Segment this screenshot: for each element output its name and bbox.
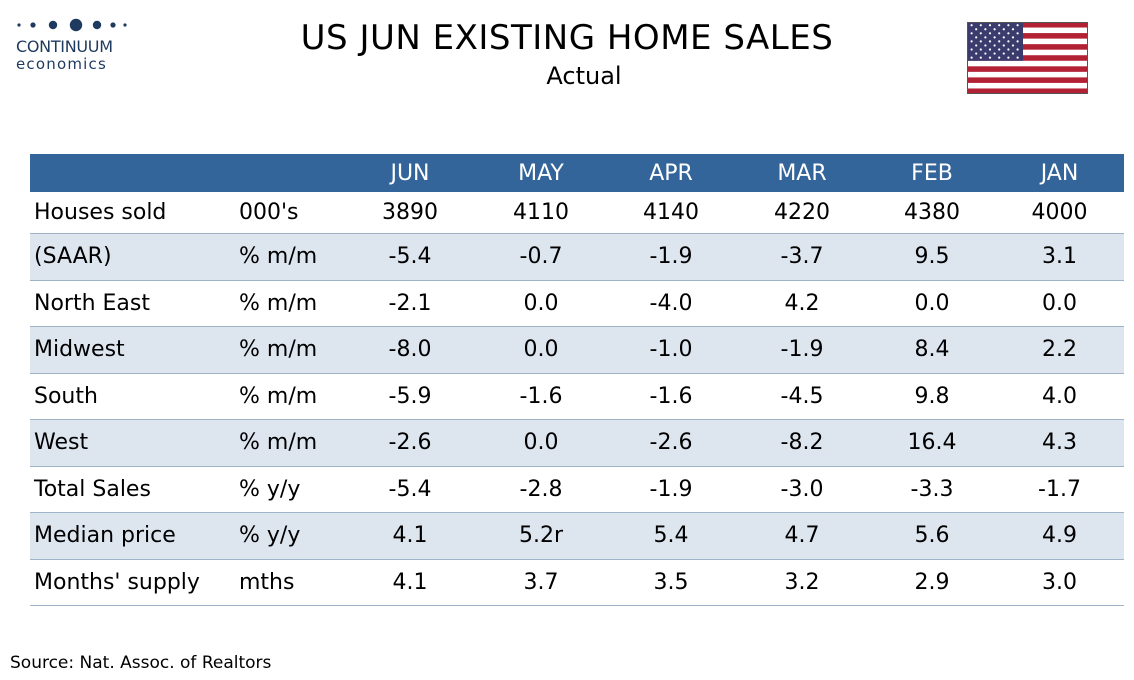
cell-value: -1.9 bbox=[735, 326, 869, 374]
row-label: Months' supply bbox=[30, 559, 235, 606]
cell-value: 9.8 bbox=[869, 373, 995, 420]
cell-value: -2.8 bbox=[475, 466, 607, 513]
cell-value: 2.2 bbox=[995, 326, 1124, 374]
us-flag-icon bbox=[967, 22, 1088, 94]
cell-value: 4220 bbox=[735, 192, 869, 234]
cell-value: 9.5 bbox=[869, 233, 995, 281]
row-label: South bbox=[30, 373, 235, 420]
cell-value: 3.2 bbox=[735, 559, 869, 606]
table-row: Months' supply mths 4.1 3.7 3.5 3.2 2.9 … bbox=[30, 559, 1124, 606]
row-unit: % y/y bbox=[235, 512, 345, 560]
row-unit: % m/m bbox=[235, 419, 345, 467]
cell-value: -3.3 bbox=[869, 466, 995, 513]
cell-value: -0.7 bbox=[475, 233, 607, 281]
cell-value: -3.0 bbox=[735, 466, 869, 513]
cell-value: 2.9 bbox=[869, 559, 995, 606]
table-row: Total Sales % y/y -5.4 -2.8 -1.9 -3.0 -3… bbox=[30, 466, 1124, 513]
cell-value: -4.0 bbox=[607, 280, 735, 327]
cell-value: 4.2 bbox=[735, 280, 869, 327]
column-header-jan: JAN bbox=[995, 154, 1124, 192]
cell-value: -4.5 bbox=[735, 373, 869, 420]
cell-value: -2.6 bbox=[607, 419, 735, 467]
table-row: North East % m/m -2.1 0.0 -4.0 4.2 0.0 0… bbox=[30, 280, 1124, 327]
cell-value: 0.0 bbox=[475, 419, 607, 467]
cell-value: -5.4 bbox=[345, 233, 475, 281]
column-header-unit bbox=[235, 154, 345, 192]
table-row: Houses sold 000's 3890 4110 4140 4220 43… bbox=[30, 192, 1124, 234]
cell-value: 3.7 bbox=[475, 559, 607, 606]
row-unit: 000's bbox=[235, 192, 345, 234]
cell-value: -1.0 bbox=[607, 326, 735, 374]
cell-value: 4380 bbox=[869, 192, 995, 234]
source-note: Source: Nat. Assoc. of Realtors bbox=[10, 653, 272, 673]
cell-value: 4.0 bbox=[995, 373, 1124, 420]
column-header-jun: JUN bbox=[345, 154, 475, 192]
row-label: Houses sold bbox=[30, 192, 235, 234]
cell-value: 4.1 bbox=[345, 512, 475, 560]
row-label: (SAAR) bbox=[30, 233, 235, 281]
cell-value: 0.0 bbox=[475, 326, 607, 374]
cell-value: 5.4 bbox=[607, 512, 735, 560]
row-label: Total Sales bbox=[30, 466, 235, 513]
page-subtitle: Actual bbox=[546, 62, 622, 90]
cell-value: 3.0 bbox=[995, 559, 1124, 606]
table-row: West % m/m -2.6 0.0 -2.6 -8.2 16.4 4.3 bbox=[30, 419, 1124, 467]
cell-value: 3.1 bbox=[995, 233, 1124, 281]
cell-value: -1.6 bbox=[607, 373, 735, 420]
cell-value: -5.4 bbox=[345, 466, 475, 513]
cell-value: 5.6 bbox=[869, 512, 995, 560]
column-header-feb: FEB bbox=[869, 154, 995, 192]
cell-value: -5.9 bbox=[345, 373, 475, 420]
cell-value: 8.4 bbox=[869, 326, 995, 374]
column-header-apr: APR bbox=[607, 154, 735, 192]
cell-value: 3890 bbox=[345, 192, 475, 234]
cell-value: -3.7 bbox=[735, 233, 869, 281]
row-unit: % m/m bbox=[235, 326, 345, 374]
cell-value: 4.3 bbox=[995, 419, 1124, 467]
cell-value: -8.2 bbox=[735, 419, 869, 467]
logo-name: CONTINUUM bbox=[16, 37, 113, 56]
cell-value: 4110 bbox=[475, 192, 607, 234]
row-label: Midwest bbox=[30, 326, 235, 374]
cell-value: -1.7 bbox=[995, 466, 1124, 513]
row-unit: % m/m bbox=[235, 373, 345, 420]
cell-value: 0.0 bbox=[475, 280, 607, 327]
row-unit: % m/m bbox=[235, 280, 345, 327]
cell-value: 4.9 bbox=[995, 512, 1124, 560]
cell-value: -1.9 bbox=[607, 233, 735, 281]
column-header-label bbox=[30, 154, 235, 192]
row-label: Median price bbox=[30, 512, 235, 560]
table-row: South % m/m -5.9 -1.6 -1.6 -4.5 9.8 4.0 bbox=[30, 373, 1124, 420]
page-title: US JUN EXISTING HOME SALES bbox=[300, 18, 834, 58]
logo-dots-icon bbox=[17, 18, 127, 32]
cell-value: 0.0 bbox=[869, 280, 995, 327]
cell-value: -2.6 bbox=[345, 419, 475, 467]
table-row: Midwest % m/m -8.0 0.0 -1.0 -1.9 8.4 2.2 bbox=[30, 326, 1124, 374]
table-header-row: JUN MAY APR MAR FEB JAN bbox=[30, 154, 1124, 192]
cell-value: 0.0 bbox=[995, 280, 1124, 327]
company-logo: CONTINUUM economics bbox=[14, 14, 144, 76]
home-sales-table: JUN MAY APR MAR FEB JAN Houses sold 000'… bbox=[30, 154, 1124, 606]
cell-value: 3.5 bbox=[607, 559, 735, 606]
table-row: (SAAR) % m/m -5.4 -0.7 -1.9 -3.7 9.5 3.1 bbox=[30, 233, 1124, 281]
cell-value: -1.6 bbox=[475, 373, 607, 420]
table-row: Median price % y/y 4.1 5.2r 5.4 4.7 5.6 … bbox=[30, 512, 1124, 560]
column-header-mar: MAR bbox=[735, 154, 869, 192]
row-unit: mths bbox=[235, 559, 345, 606]
cell-value: -1.9 bbox=[607, 466, 735, 513]
row-label: West bbox=[30, 419, 235, 467]
cell-value: -8.0 bbox=[345, 326, 475, 374]
cell-value: -2.1 bbox=[345, 280, 475, 327]
cell-value: 4140 bbox=[607, 192, 735, 234]
row-unit: % m/m bbox=[235, 233, 345, 281]
cell-value: 4.1 bbox=[345, 559, 475, 606]
cell-value: 5.2r bbox=[475, 512, 607, 560]
logo-tagline: economics bbox=[16, 55, 107, 73]
row-unit: % y/y bbox=[235, 466, 345, 513]
column-header-may: MAY bbox=[475, 154, 607, 192]
cell-value: 16.4 bbox=[869, 419, 995, 467]
row-label: North East bbox=[30, 280, 235, 327]
cell-value: 4.7 bbox=[735, 512, 869, 560]
cell-value: 4000 bbox=[995, 192, 1124, 234]
